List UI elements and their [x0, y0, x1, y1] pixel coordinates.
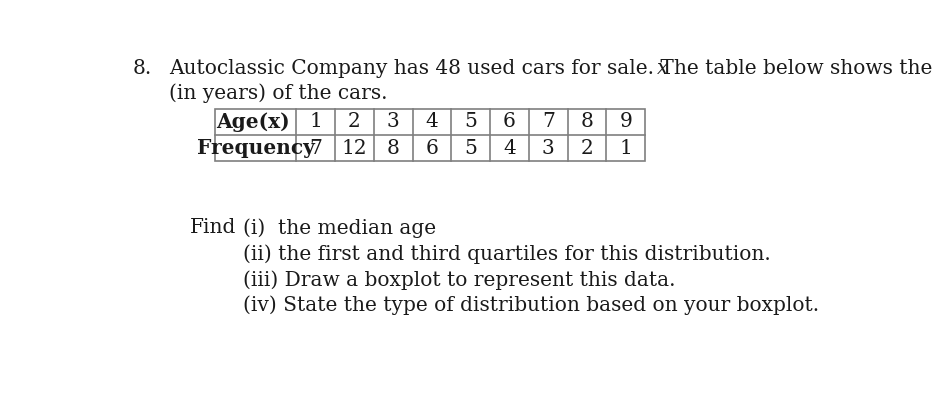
Text: (iv) State the type of distribution based on your boxplot.: (iv) State the type of distribution base…	[243, 295, 819, 315]
Text: 6: 6	[425, 139, 439, 158]
Text: (ii) the first and third quartiles for this distribution.: (ii) the first and third quartiles for t…	[243, 244, 771, 264]
Text: Autoclassic Company has 48 used cars for sale. The table below shows the age,: Autoclassic Company has 48 used cars for…	[169, 59, 933, 78]
Text: 1: 1	[620, 139, 633, 158]
Text: 7: 7	[542, 112, 555, 132]
Bar	[215, 109, 646, 161]
Text: 8.: 8.	[132, 59, 151, 78]
Text: 7: 7	[310, 139, 322, 158]
Text: Find: Find	[190, 218, 237, 237]
Text: 4: 4	[503, 139, 516, 158]
Text: 3: 3	[387, 112, 399, 132]
Text: 12: 12	[341, 139, 368, 158]
Text: 2: 2	[348, 112, 361, 132]
Text: Age(x): Age(x)	[216, 112, 290, 132]
Text: 2: 2	[580, 139, 593, 158]
Text: 8: 8	[387, 139, 399, 158]
Text: 9: 9	[620, 112, 633, 132]
Text: 6: 6	[503, 112, 516, 132]
Text: 8: 8	[580, 112, 593, 132]
Text: 4: 4	[425, 112, 439, 132]
Text: (in years) of the cars.: (in years) of the cars.	[169, 84, 388, 103]
Text: 3: 3	[542, 139, 555, 158]
Text: 1: 1	[310, 112, 322, 132]
Text: (iii) Draw a boxplot to represent this data.: (iii) Draw a boxplot to represent this d…	[243, 271, 675, 290]
Text: 5: 5	[465, 112, 478, 132]
Text: 5: 5	[465, 139, 478, 158]
Text: (i)  the median age: (i) the median age	[243, 218, 436, 238]
Text: x: x	[657, 59, 669, 78]
Text: Frequency: Frequency	[197, 138, 314, 158]
